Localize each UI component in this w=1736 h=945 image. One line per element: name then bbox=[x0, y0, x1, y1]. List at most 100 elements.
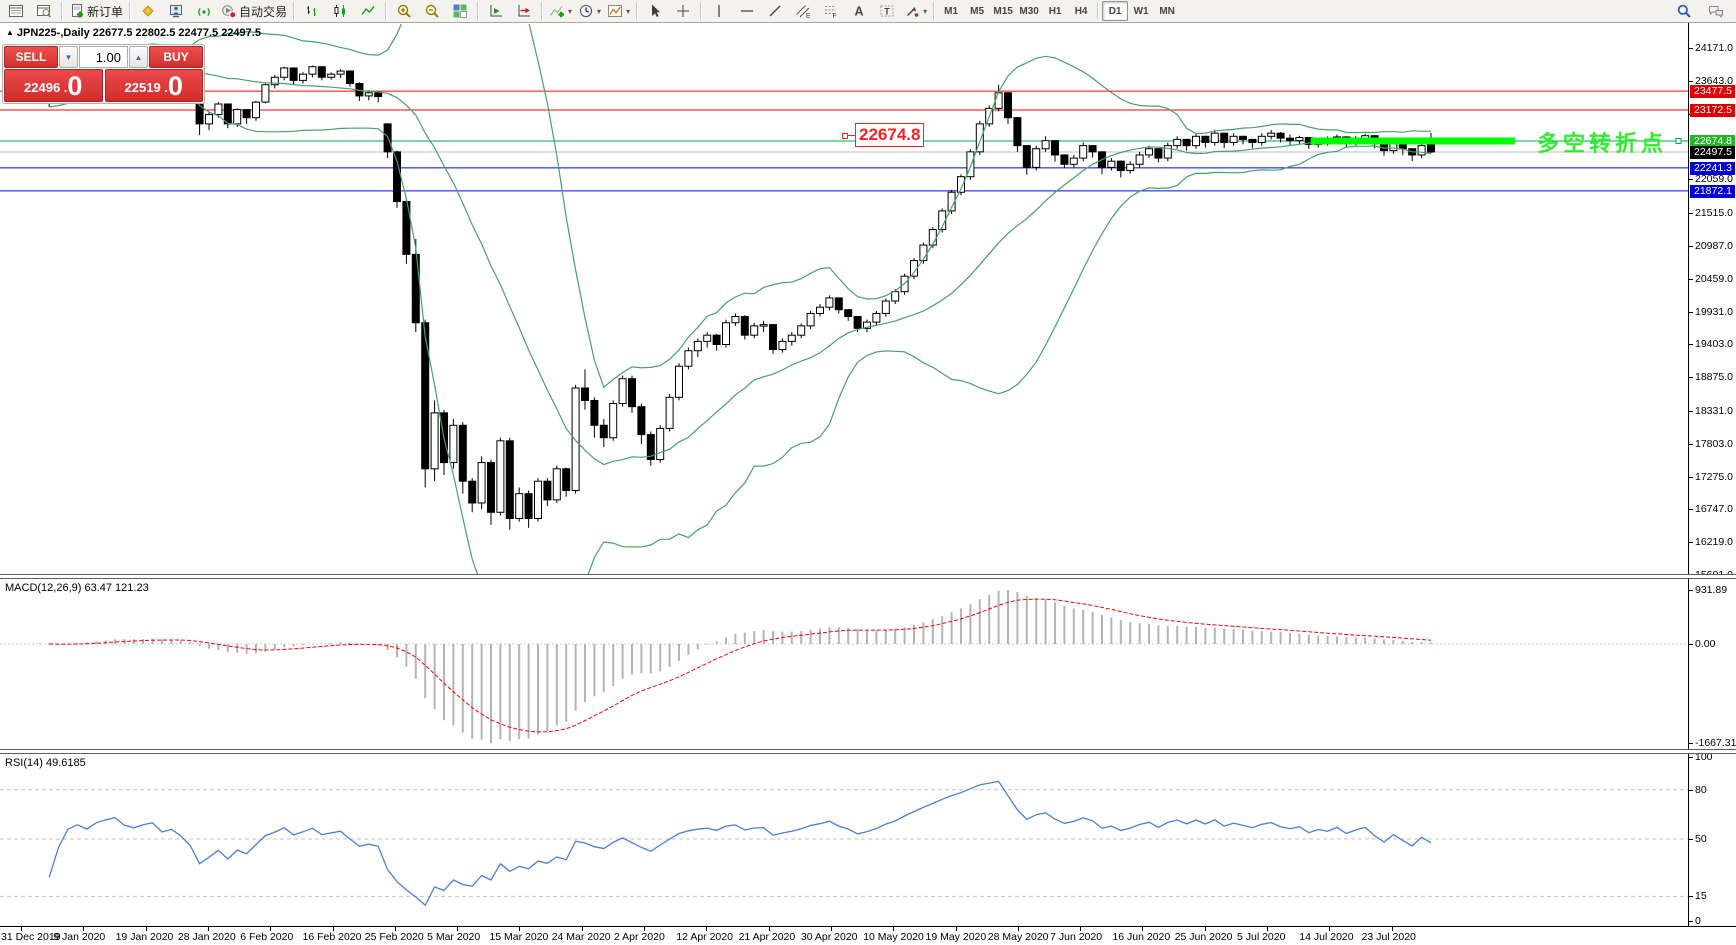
rsi-indicator-pane[interactable] bbox=[0, 752, 1688, 926]
text-label-button[interactable]: T bbox=[873, 0, 901, 22]
sell-price[interactable]: 22496 .0 bbox=[4, 69, 103, 102]
timeframe-m5-button[interactable]: M5 bbox=[970, 5, 985, 17]
auto-trading-button[interactable]: 自动交易 bbox=[218, 0, 290, 22]
toolbar-separator bbox=[700, 2, 703, 20]
volume-decrease-button[interactable]: ▼ bbox=[59, 46, 78, 68]
scale-tick-16219.0: 16219.0 bbox=[1689, 536, 1736, 549]
templates-button[interactable]: ▾ bbox=[604, 0, 633, 22]
cursor-button[interactable] bbox=[641, 0, 669, 22]
market-watch-button[interactable] bbox=[2, 0, 30, 22]
scale-badge-22241.3: 22241.3 bbox=[1690, 161, 1735, 175]
search-button[interactable] bbox=[1670, 0, 1698, 22]
volume-increase-button[interactable]: ▲ bbox=[129, 46, 148, 68]
one-click-trading-widget: SELL ▼ ▲ BUY 22496 .0 22519 .0 bbox=[2, 44, 205, 104]
trend-annotation-text[interactable]: 多空转折点 bbox=[1537, 131, 1668, 156]
sell-button[interactable]: SELL bbox=[4, 46, 58, 68]
pane-separator[interactable] bbox=[0, 574, 1736, 579]
time-label: 10 May 2020 bbox=[863, 931, 924, 943]
timeframe-mn-button[interactable]: MN bbox=[1159, 5, 1175, 17]
candle-body bbox=[778, 340, 787, 350]
time-axis[interactable]: 31 Dec 2019 9 Jan 2020 19 Jan 2020 28 Jan 2… bbox=[0, 926, 1736, 945]
horizontal-line-icon bbox=[739, 3, 755, 19]
candle-body bbox=[477, 462, 486, 504]
zoom-out-button[interactable] bbox=[418, 0, 446, 22]
fibonacci-button[interactable]: F bbox=[817, 0, 845, 22]
trendline-handle[interactable] bbox=[1675, 137, 1682, 144]
horizontal-line-button[interactable] bbox=[733, 0, 761, 22]
candle-body bbox=[1088, 145, 1097, 153]
time-tick bbox=[332, 927, 334, 931]
candle-chart-mode-icon bbox=[332, 3, 348, 19]
collapse-arrow-icon[interactable]: ▲ bbox=[6, 28, 14, 37]
scale-tick-24171.0: 24171.0 bbox=[1689, 42, 1736, 55]
rsi-scale-50: 50 bbox=[1689, 833, 1736, 846]
line-chart-mode-button[interactable] bbox=[354, 0, 382, 22]
price-level-flag[interactable]: 22674.8 bbox=[842, 123, 925, 147]
auto-scroll-button[interactable] bbox=[482, 0, 510, 22]
price-scale[interactable]: 24171.023643.023115.022059.021515.020987… bbox=[1688, 23, 1736, 927]
signals-button[interactable] bbox=[190, 0, 218, 22]
time-label: 2 Apr 2020 bbox=[614, 931, 665, 943]
buy-price[interactable]: 22519 .0 bbox=[104, 69, 203, 102]
toolbar-separator bbox=[293, 2, 296, 20]
indicators-dropdown-icon[interactable]: ▾ bbox=[568, 6, 573, 16]
timeframe-h1-button[interactable]: H1 bbox=[1048, 5, 1062, 17]
candle-chart-mode-button[interactable] bbox=[326, 0, 354, 22]
timeframe-m1-button[interactable]: M1 bbox=[944, 5, 959, 17]
data-window-button[interactable] bbox=[30, 0, 58, 22]
periods-dropdown-icon[interactable]: ▾ bbox=[597, 6, 602, 16]
time-tick bbox=[830, 927, 832, 931]
trendline-button[interactable] bbox=[761, 0, 789, 22]
timeframe-h4-button[interactable]: H4 bbox=[1074, 5, 1088, 17]
candle-body bbox=[242, 109, 251, 119]
time-label: 28 Jan 2020 bbox=[177, 931, 236, 943]
periods-button[interactable]: ▾ bbox=[575, 0, 604, 22]
candle-body bbox=[1173, 138, 1182, 147]
candle-body bbox=[543, 480, 552, 501]
templates-dropdown-icon[interactable]: ▾ bbox=[626, 6, 631, 16]
candle-body bbox=[1116, 160, 1125, 171]
candle-body bbox=[628, 378, 636, 408]
timeframe-m15-button[interactable]: M15 bbox=[993, 5, 1013, 17]
time-tick bbox=[519, 927, 521, 931]
indicators-button[interactable]: ▾ bbox=[546, 0, 575, 22]
time-tick bbox=[1080, 927, 1082, 931]
new-order-button[interactable]: 新订单 bbox=[66, 0, 126, 22]
svg-text:F: F bbox=[833, 13, 837, 19]
community-button[interactable] bbox=[1702, 0, 1730, 22]
volume-input[interactable] bbox=[79, 46, 128, 68]
timeframe-w1-button[interactable]: W1 bbox=[1133, 5, 1149, 17]
candle-body bbox=[1032, 148, 1041, 168]
trend-bar[interactable] bbox=[1310, 137, 1515, 145]
equidistant-channel-button[interactable]: E bbox=[789, 0, 817, 22]
scale-tick-18331.0: 18331.0 bbox=[1689, 405, 1736, 418]
buy-button[interactable]: BUY bbox=[149, 46, 203, 68]
rsi-label: RSI(14) 49.6185 bbox=[5, 757, 86, 769]
arrows-button[interactable]: ▾ bbox=[901, 0, 930, 22]
time-tick bbox=[955, 927, 957, 931]
pane-separator[interactable] bbox=[0, 749, 1736, 754]
vertical-line-button[interactable] bbox=[705, 0, 733, 22]
metaeditor-button[interactable] bbox=[134, 0, 162, 22]
timeframe-d1-button[interactable]: D1 bbox=[1102, 1, 1129, 21]
candle-body bbox=[1257, 135, 1266, 144]
trendline-icon bbox=[767, 3, 783, 19]
bar-chart-mode-button[interactable] bbox=[298, 0, 326, 22]
candle-body bbox=[1286, 137, 1294, 142]
candle-body bbox=[675, 365, 683, 398]
community-icon bbox=[1708, 3, 1724, 19]
chart-shift-button[interactable] bbox=[510, 0, 538, 22]
sell-price-big: 0 bbox=[67, 71, 83, 101]
zoom-in-button[interactable] bbox=[390, 0, 418, 22]
arrows-dropdown-icon[interactable]: ▾ bbox=[923, 6, 928, 16]
expert-advisors-button[interactable] bbox=[162, 0, 190, 22]
text-button[interactable]: A bbox=[845, 0, 873, 22]
main-price-chart[interactable] bbox=[0, 24, 1688, 574]
macd-indicator-pane[interactable] bbox=[0, 577, 1688, 749]
candle-body bbox=[1154, 148, 1163, 159]
tile-windows-button[interactable] bbox=[446, 0, 474, 22]
candle-body bbox=[1201, 135, 1210, 144]
timeframe-m30-button[interactable]: M30 bbox=[1019, 5, 1039, 17]
candle-body bbox=[515, 493, 524, 520]
crosshair-button[interactable] bbox=[669, 0, 697, 22]
